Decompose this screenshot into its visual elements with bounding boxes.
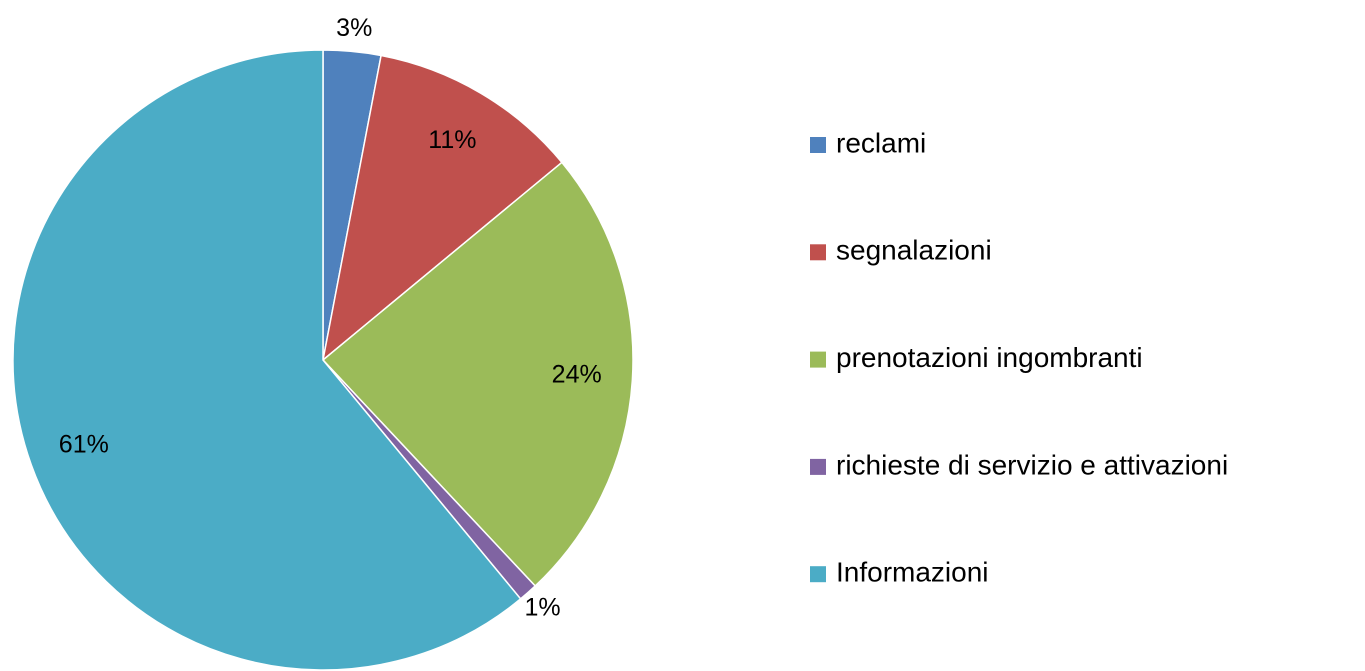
legend-label: segnalazioni <box>836 235 992 266</box>
legend-swatch <box>810 566 826 583</box>
legend-swatch <box>810 351 826 368</box>
data-label: 11% <box>428 126 476 154</box>
pie-slice <box>12 49 522 671</box>
legend-swatch <box>810 244 826 261</box>
legend-swatch <box>810 137 826 153</box>
data-label: 24% <box>552 361 602 389</box>
legend-label: Informazioni <box>836 557 989 588</box>
legend-label: reclami <box>836 127 926 158</box>
legend-swatch <box>810 458 826 475</box>
data-label: 1% <box>524 594 560 622</box>
data-label: 3% <box>336 14 372 42</box>
pie-slice <box>321 54 563 362</box>
legend-label: prenotazioni ingombranti <box>836 342 1143 373</box>
legend-label: richieste di servizio e attivazioni <box>836 449 1228 480</box>
data-label: 61% <box>59 431 109 459</box>
pie-slice <box>321 161 634 588</box>
